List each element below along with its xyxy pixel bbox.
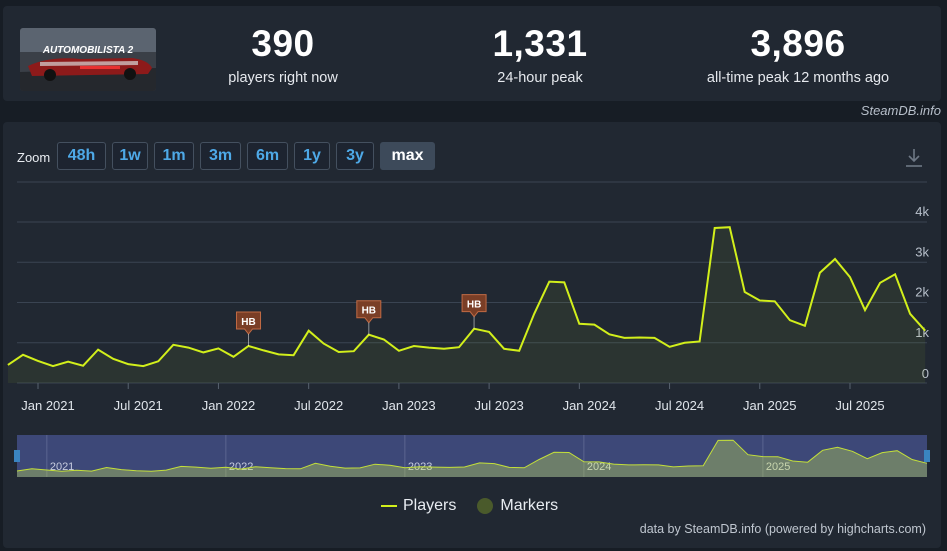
event-marker[interactable]: HB <box>461 294 487 329</box>
event-marker-label: HB <box>362 306 376 317</box>
stats-panel: AUTOMOBILISTA 2 390 players right now 1,… <box>3 6 941 101</box>
current-players-label: players right now <box>228 70 338 86</box>
navigator[interactable]: 20212022202320242025 <box>3 435 941 481</box>
player-chart[interactable]: 0 1k 2k 3k 4k Jan 2021 Jul 2021 Jan 2022 Jul 20… <box>3 122 941 422</box>
current-players-value: 390 <box>251 23 315 64</box>
zoom-label: Zoom <box>17 150 51 165</box>
steamdb-brand[interactable]: SteamDB.info <box>860 103 941 118</box>
legend-item-players[interactable]: Players <box>379 497 456 515</box>
navigator-tick-label: 2022 <box>229 461 253 473</box>
players-series-line <box>7 226 926 368</box>
zoom-button-48h[interactable]: 48h <box>57 142 106 170</box>
y-tick-label: 3k <box>915 244 929 259</box>
zoom-button-1w[interactable]: 1w <box>112 142 148 170</box>
x-tick-label: Jan 2023 <box>382 398 436 413</box>
x-tick-label: Jan 2024 <box>563 398 617 413</box>
all-time-peak-label: all-time peak 12 months ago <box>706 70 890 86</box>
zoom-button-1y[interactable]: 1y <box>294 142 330 170</box>
zoom-button-max[interactable]: max <box>380 142 435 170</box>
legend-players-label: Players <box>403 497 457 514</box>
markers-legend-swatch <box>477 498 494 514</box>
x-tick-label: Jan 2025 <box>743 398 797 413</box>
navigator-tick-label: 2024 <box>587 461 611 473</box>
players-legend-swatch <box>381 505 397 507</box>
navigator-tick-label: 2025 <box>766 461 790 473</box>
navigator-line <box>16 439 928 472</box>
thumbnail-title: AUTOMOBILISTA 2 <box>42 45 134 56</box>
x-tick-label: Jul 2021 <box>114 398 163 413</box>
stat-24h-peak: 1,331 24-hour peak <box>420 23 660 86</box>
legend-item-markers[interactable]: Markers <box>476 497 558 515</box>
x-tick-label: Jul 2023 <box>475 398 524 413</box>
game-thumbnail[interactable]: AUTOMOBILISTA 2 <box>20 28 156 91</box>
navigator-tick-label: 2021 <box>50 461 74 473</box>
y-tick-label: 0 <box>922 366 929 381</box>
x-tick-label: Jul 2025 <box>835 398 884 413</box>
legend-markers-label: Markers <box>500 497 559 514</box>
zoom-button-6m[interactable]: 6m <box>247 142 288 170</box>
players-area <box>7 227 926 383</box>
peak-24h-label: 24-hour peak <box>497 70 583 86</box>
zoom-button-3m[interactable]: 3m <box>200 142 241 170</box>
event-marker[interactable]: HB <box>236 311 262 346</box>
event-marker-label: HB <box>241 317 255 328</box>
y-tick-label: 1k <box>915 325 929 340</box>
zoom-button-3y[interactable]: 3y <box>336 142 374 170</box>
y-tick-label: 2k <box>915 285 929 300</box>
x-tick-label: Jul 2024 <box>655 398 704 413</box>
x-tick-label: Jan 2022 <box>202 398 256 413</box>
stat-current-players: 390 players right now <box>163 23 403 86</box>
legend: Players Markers <box>379 497 578 515</box>
credit-text[interactable]: data by SteamDB.info (powered by highcha… <box>639 522 926 536</box>
x-tick-label: Jan 2021 <box>21 398 75 413</box>
stat-all-time-peak: 3,896 all-time peak 12 months ago <box>678 23 918 86</box>
navigator-area <box>17 440 927 477</box>
event-marker[interactable]: HB <box>356 300 382 335</box>
all-time-peak-value: 3,896 <box>750 23 846 64</box>
zoom-button-1m[interactable]: 1m <box>154 142 194 170</box>
y-tick-label: 4k <box>915 204 929 219</box>
download-icon[interactable] <box>905 148 923 173</box>
peak-24h-value: 1,331 <box>492 23 588 64</box>
x-tick-label: Jul 2022 <box>294 398 343 413</box>
navigator-left-handle[interactable] <box>14 450 20 462</box>
event-marker-label: HB <box>467 300 481 311</box>
navigator-right-handle[interactable] <box>924 450 930 462</box>
